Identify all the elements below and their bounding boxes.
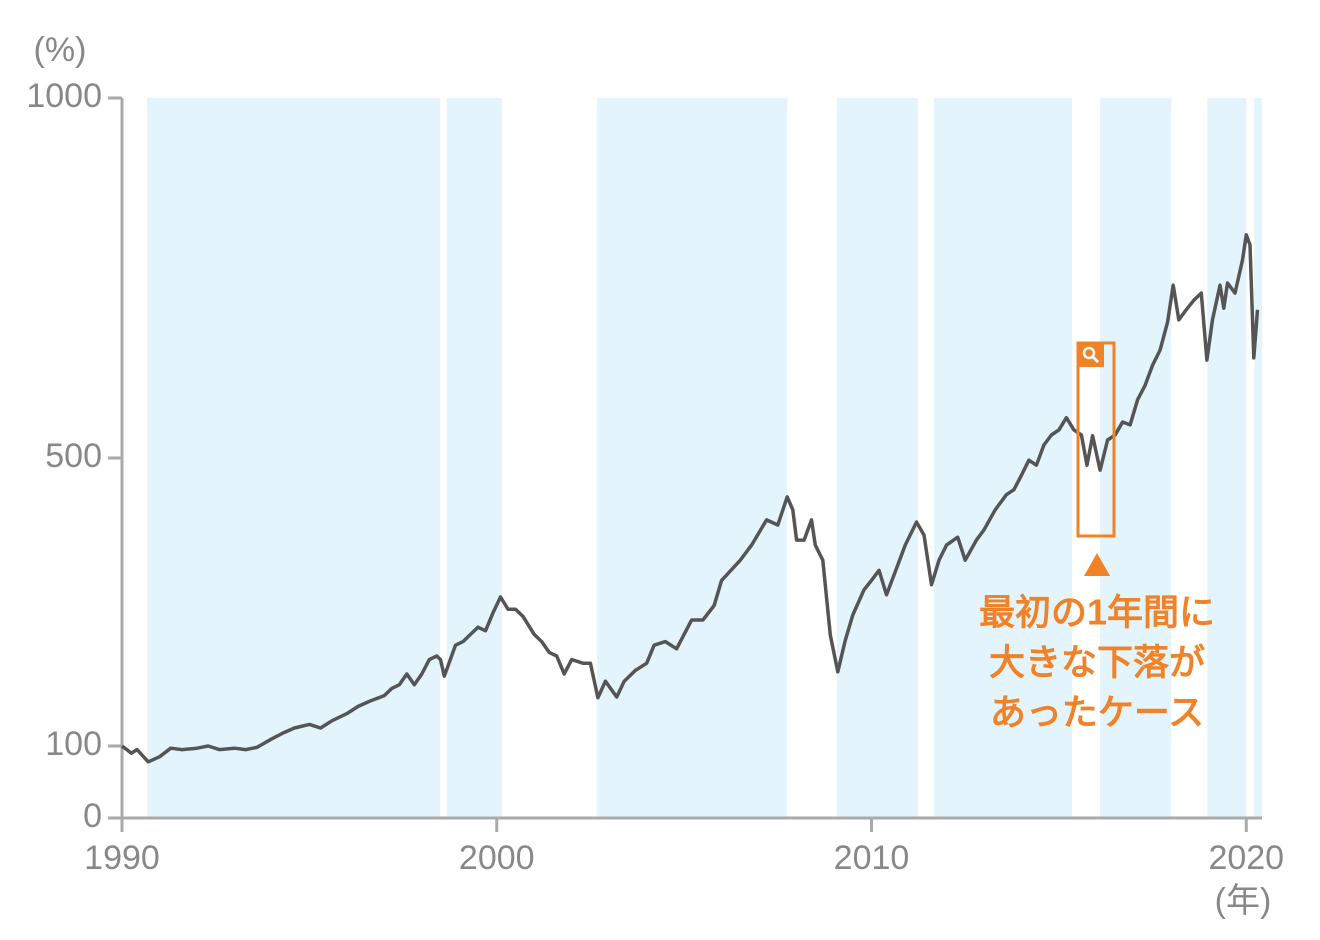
shaded-period xyxy=(837,98,918,818)
annotation: 最初の1年間に 大きな下落が あったケース xyxy=(979,341,1215,733)
zoom-icon-bg xyxy=(1078,343,1104,367)
annotation-line: 最初の1年間に xyxy=(979,592,1215,633)
x-tick-label: 2020 xyxy=(1208,839,1284,877)
y-unit-label: (%) xyxy=(34,31,87,69)
shaded-period xyxy=(597,98,788,818)
shaded-period xyxy=(1100,98,1172,818)
x-unit-label: (年) xyxy=(1215,882,1272,920)
x-tick-label: 1990 xyxy=(84,839,160,877)
x-tick-label: 2010 xyxy=(834,839,910,877)
y-tick-label: 0 xyxy=(83,797,102,835)
shaded-period xyxy=(147,98,441,818)
shaded-period xyxy=(446,98,502,818)
annotation-line: あったケース xyxy=(990,692,1204,733)
y-tick-label: 500 xyxy=(45,437,102,475)
y-tick-label: 100 xyxy=(45,725,102,763)
annotation-line: 大きな下落が xyxy=(989,642,1205,683)
x-tick-label: 2000 xyxy=(459,839,535,877)
zoom-icon xyxy=(1082,346,1096,360)
shaded-period xyxy=(1254,98,1262,818)
zoom-icon-handle xyxy=(1091,355,1100,364)
y-tick-label: 1000 xyxy=(26,77,102,115)
pointer xyxy=(1084,553,1110,576)
shaded-period xyxy=(934,98,1072,818)
line xyxy=(120,233,1260,764)
shaded-period xyxy=(1207,98,1247,818)
